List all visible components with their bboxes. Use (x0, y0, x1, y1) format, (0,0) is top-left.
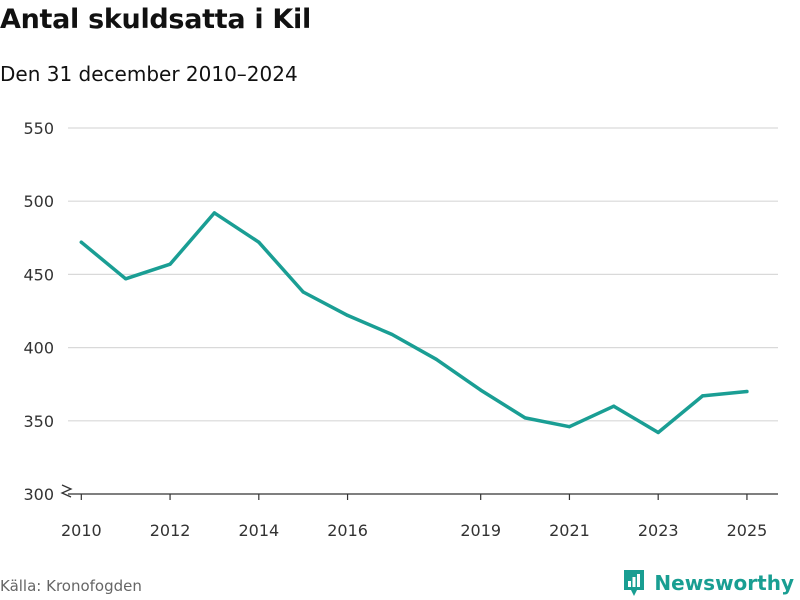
data-point (168, 262, 172, 266)
chart-title: Antal skuldsatta i Kil (0, 4, 311, 35)
gridlines (68, 127, 778, 422)
data-point (124, 277, 128, 281)
series-group (79, 211, 749, 435)
y-tick-label: 500 (23, 192, 54, 211)
data-point (745, 389, 749, 394)
data-point (212, 211, 217, 215)
data-point (301, 290, 305, 294)
x-tick-label: 2021 (549, 521, 590, 540)
data-point (345, 313, 350, 317)
y-tick-label: 550 (23, 119, 54, 138)
x-tick-label: 2014 (238, 521, 279, 540)
data-point (79, 240, 83, 244)
x-tick-label: 2025 (727, 521, 768, 540)
data-point (700, 394, 705, 398)
data-point (434, 357, 438, 361)
y-tick-label: 400 (23, 339, 54, 358)
x-tick-label: 2012 (150, 521, 191, 540)
brand-logo: Newsworthy (622, 568, 794, 598)
data-point (479, 388, 483, 392)
chart-subtitle: Den 31 december 2010–2024 (0, 62, 298, 86)
y-tick-label: 300 (23, 485, 54, 504)
y-tick-label: 350 (23, 412, 54, 431)
data-point (612, 404, 616, 408)
data-point (257, 240, 261, 244)
x-tick-label: 2016 (327, 521, 368, 540)
bar-chart-icon (624, 570, 645, 596)
data-point (390, 332, 394, 337)
axis-break-marker (60, 484, 73, 498)
x-tick-label: 2010 (61, 521, 102, 540)
data-point (656, 430, 660, 435)
x-tick-label: 2023 (638, 521, 679, 540)
y-tick-label: 450 (23, 265, 54, 284)
data-point (567, 425, 572, 429)
source-note: Källa: Kronofogden (0, 577, 142, 595)
data-point (523, 416, 527, 420)
x-axis: 2010 2012 2014 2016 2019 2021 2023 2025 (60, 484, 778, 540)
brand-name: Newsworthy (654, 571, 794, 595)
y-axis-ticks: 300 350 400 450 500 550 (23, 119, 54, 504)
series-line (79, 211, 749, 435)
x-tick-label: 2019 (460, 521, 501, 540)
